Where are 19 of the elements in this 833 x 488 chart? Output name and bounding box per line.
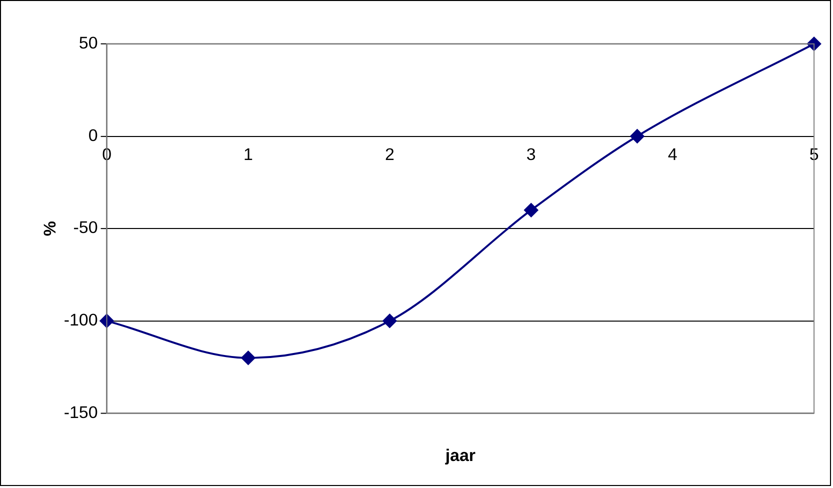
y-tick-label: 50	[78, 34, 98, 52]
x-tick-label: 3	[526, 144, 536, 164]
point	[524, 203, 538, 218]
y-axis-title: %	[40, 221, 60, 236]
x-tick-label: 2	[384, 144, 394, 164]
point	[100, 314, 114, 328]
y-tick-label: -150	[64, 402, 98, 422]
x-axis-title: jaar	[444, 446, 476, 465]
point	[382, 314, 397, 328]
x-tick-label: 5	[809, 144, 819, 164]
y-tick-label: -50	[73, 218, 98, 238]
x-tick-label: 4	[668, 144, 678, 164]
y-tick-label: -100	[64, 310, 98, 330]
x-tick-label: 1	[244, 144, 253, 164]
x-tick-label: 0	[102, 144, 112, 164]
point	[241, 350, 256, 365]
point	[807, 36, 822, 51]
y-tick-label: 0	[88, 126, 98, 145]
point	[630, 129, 644, 144]
